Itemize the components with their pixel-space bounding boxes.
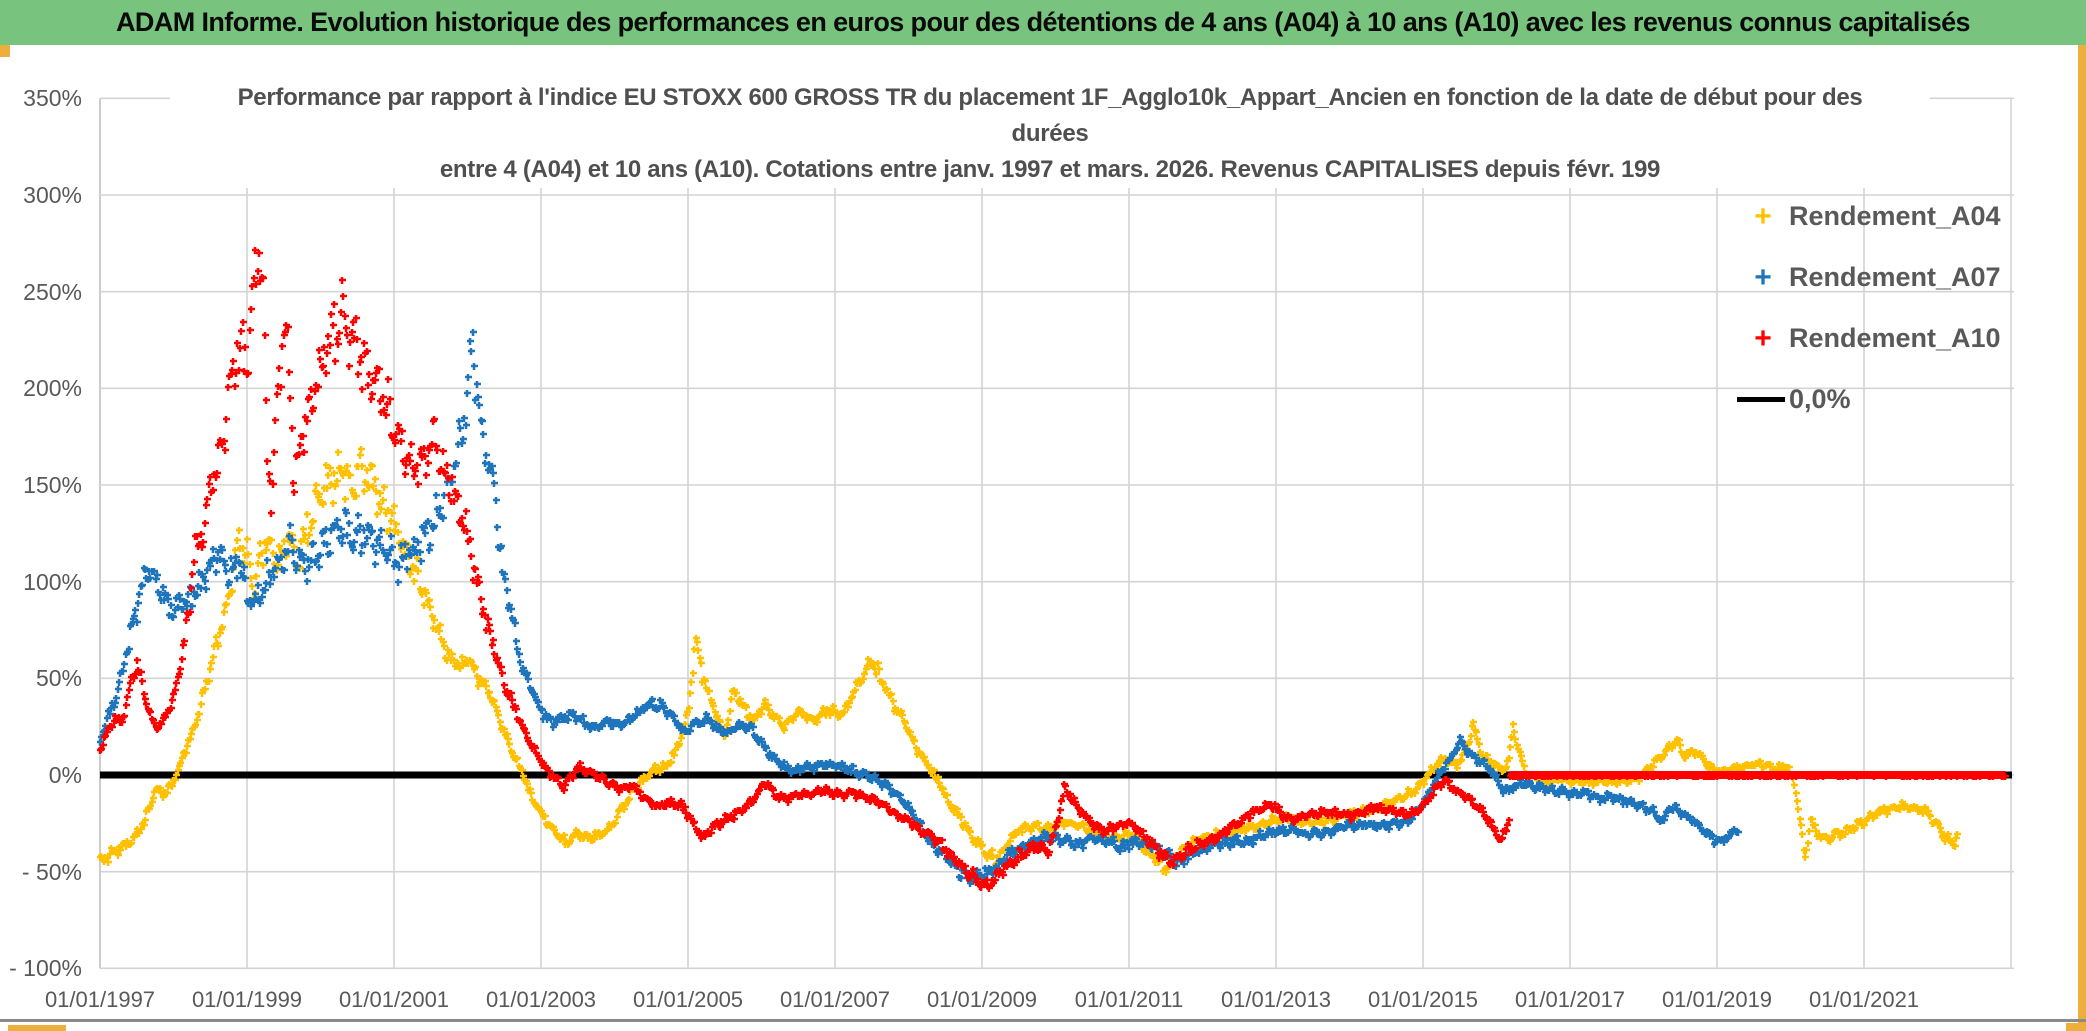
legend-item-rendement-a04: + Rendement_A04 [1737,186,2027,247]
x-tick-label: 01/01/2005 [632,987,744,1013]
legend-label: Rendement_A10 [1789,323,2001,353]
chart-title: Performance par rapport à l'indice EU ST… [170,80,1930,188]
y-tick-label: 50% [35,665,82,692]
legend-item-rendement-a07: + Rendement_A07 [1737,247,2027,308]
legend-label: Rendement_A07 [1789,262,2001,292]
legend-label: Rendement_A04 [1789,201,2001,231]
bottom-border [0,1019,2086,1022]
legend-item-zero-line: 0,0% [1737,369,2027,430]
gold-frame-top-left [0,45,10,57]
y-tick-label: 250% [23,278,82,305]
x-tick-label: 01/01/2013 [1220,987,1332,1013]
plus-marker-icon: + [1754,260,1772,294]
legend: + Rendement_A04 + Rendement_A07 + Rendem… [1737,186,2027,430]
plus-marker-icon: + [1754,199,1772,233]
report-title: ADAM Informe. Evolution historique des p… [116,7,1971,37]
x-tick-label: 01/01/2011 [1074,987,1184,1013]
y-tick-label: 350% [23,85,82,112]
x-tick-label: 01/01/2015 [1367,987,1479,1013]
y-tick-label: 150% [23,472,82,498]
y-tick-label: 200% [23,375,82,402]
x-tick-label: 01/01/2019 [1661,987,1773,1013]
chart-title-line3: entre 4 (A04) et 10 ans (A10). Cotations… [439,156,1661,183]
chart-area: Performance par rapport à l'indice EU ST… [0,58,2078,1019]
x-tick-label: 01/01/2003 [485,987,597,1013]
gold-frame-right [2078,45,2086,1031]
legend-label: 0,0% [1789,384,1851,414]
x-tick-label: 01/01/2017 [1514,987,1626,1013]
chart-title-line1: Performance par rapport à l'indice EU ST… [237,84,1863,111]
x-tick-label: 01/01/2009 [926,987,1038,1013]
chart-title-line2: durées [1011,120,1089,147]
y-tick-label: - 50% [21,858,82,885]
plus-marker-icon: + [1754,321,1772,355]
legend-item-rendement-a10: + Rendement_A10 [1737,308,2027,369]
x-tick-label: 01/01/1999 [191,987,303,1013]
report-header: ADAM Informe. Evolution historique des p… [0,0,2086,45]
x-tick-label: 01/01/2007 [779,987,891,1013]
y-tick-label: 0% [48,762,82,788]
x-tick-label: 01/01/1997 [44,987,156,1013]
scatter-plot [97,97,2014,970]
zero-line-icon [1737,397,1785,402]
y-tick-label: - 100% [9,955,82,982]
gold-frame-bottom-left [8,1025,66,1031]
gold-frame-bottom-right [2066,1023,2086,1031]
x-tick-label: 01/01/2001 [338,987,450,1013]
x-tick-label: 01/01/2021 [1808,987,1920,1013]
y-tick-label: 100% [23,568,82,595]
y-tick-label: 300% [23,182,82,208]
